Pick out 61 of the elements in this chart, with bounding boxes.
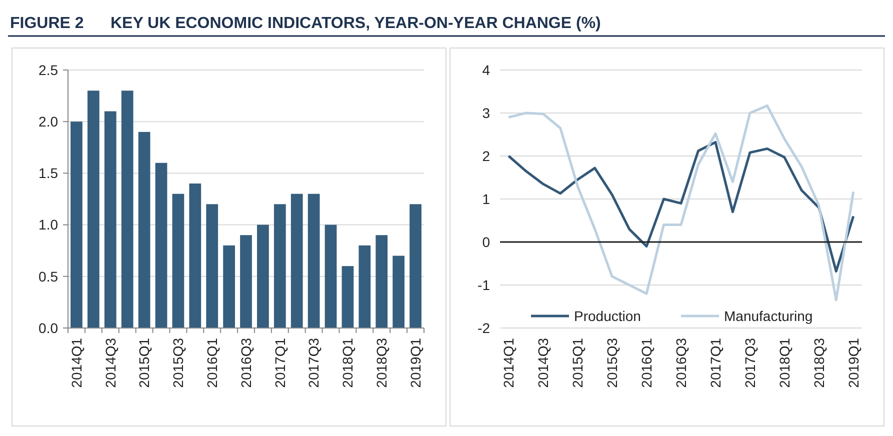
line-series (507, 104, 855, 302)
bar (206, 204, 218, 328)
x-tick-label: 2017Q3 (742, 338, 758, 388)
x-tick-label: 2014Q3 (102, 338, 118, 388)
y-tick-label: 0.0 (38, 320, 58, 336)
y-tick-label: 0.5 (38, 268, 58, 284)
bar (324, 224, 337, 328)
x-tick-label: 2016Q1 (638, 338, 654, 388)
x-tick-label: 2016Q1 (204, 338, 220, 388)
bar (290, 194, 303, 328)
bar (138, 132, 150, 328)
y-tick-label: 3 (482, 104, 490, 121)
bar (87, 90, 100, 328)
bar (342, 266, 354, 328)
bar (121, 90, 134, 328)
x-tick-label: 2018Q1 (776, 338, 792, 388)
y-tick-label: 1 (482, 190, 490, 207)
bar (155, 162, 168, 328)
bar (189, 184, 202, 328)
x-tick-label: 2017Q1 (272, 338, 288, 388)
x-tick-label: 2015Q1 (569, 338, 586, 388)
x-tick-label: 2018Q3 (374, 338, 390, 388)
x-tick-label: 2019Q1 (845, 338, 862, 388)
x-tick-label: 2015Q1 (136, 338, 152, 388)
x-tick-label: 2019Q1 (407, 338, 424, 388)
x-tick-label: 2014Q1 (500, 338, 517, 388)
x-tick-label: 2014Q3 (534, 338, 551, 388)
y-tick-label: -1 (478, 276, 490, 293)
x-tick-label: 2015Q3 (604, 338, 620, 388)
x-tick-label: 2018Q1 (340, 338, 356, 388)
bar (410, 204, 422, 328)
bar (257, 224, 269, 328)
y-tick-label: 4 (482, 62, 490, 78)
y-tick-label: -2 (478, 320, 490, 336)
legend-label: Manufacturing (724, 308, 813, 324)
bar (172, 194, 184, 328)
bar (358, 245, 371, 328)
x-tick-label: 2016Q3 (238, 338, 254, 388)
bar (223, 245, 235, 328)
bar (308, 194, 320, 328)
bar (392, 256, 405, 328)
x-tick-label: 2014Q1 (68, 338, 84, 388)
bar (240, 235, 252, 328)
bar (104, 111, 116, 328)
y-tick-label: 2.0 (38, 114, 58, 130)
x-tick-label: 2017Q3 (306, 338, 322, 388)
x-tick-label: 2015Q3 (170, 338, 186, 388)
x-tick-label: 2017Q1 (707, 338, 724, 388)
y-tick-label: 0 (482, 234, 490, 250)
bar (376, 235, 388, 328)
y-tick-label: 1.0 (38, 216, 58, 233)
bar (70, 122, 82, 328)
bar (274, 204, 286, 328)
x-tick-label: 2018Q3 (810, 338, 827, 388)
line-series (507, 140, 855, 272)
chart-title: FIGURE 2 KEY UK ECONOMIC INDICATORS, YEAR-ON-YEAR CHANGE (%) (10, 15, 601, 32)
y-tick-label: 2.5 (38, 62, 58, 78)
x-tick-label: 2016Q3 (672, 338, 689, 388)
y-tick-label: 1.5 (38, 165, 58, 182)
y-tick-label: 2 (482, 148, 490, 164)
legend-label: Production (574, 308, 641, 324)
